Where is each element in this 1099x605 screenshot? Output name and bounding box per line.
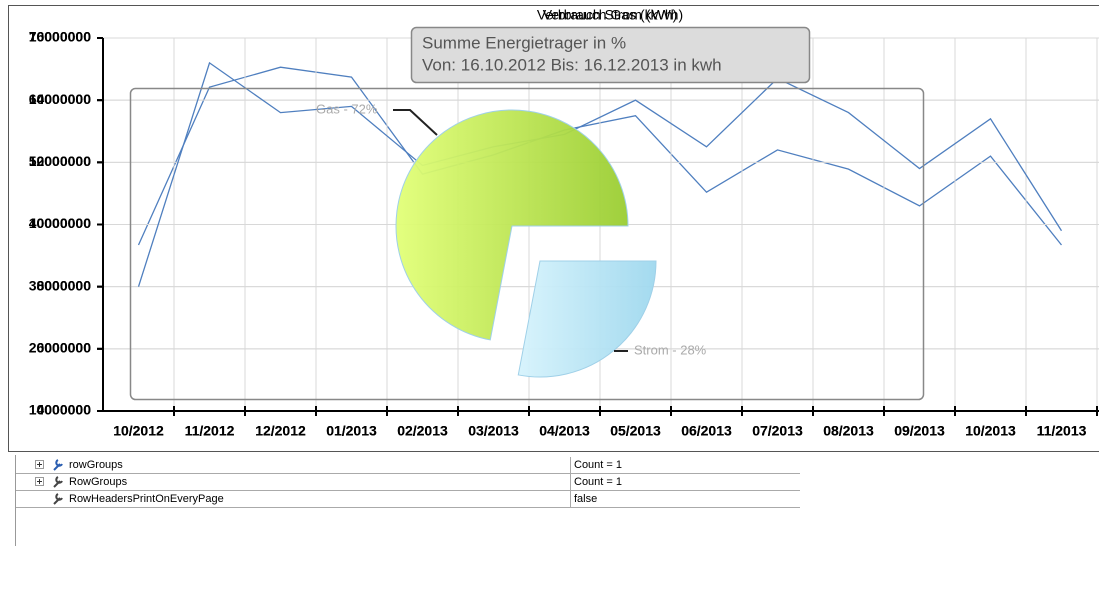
property-name: rowGroups	[69, 459, 123, 471]
y-tick-label: 8000000	[36, 277, 91, 293]
x-tick-label: 10/2012	[113, 423, 164, 439]
x-tick-label: 01/2013	[326, 423, 377, 439]
x-tick-label: 06/2013	[681, 423, 732, 439]
pie-title: Von: 16.10.2012 Bis: 16.12.2013 in kwh	[422, 55, 722, 74]
x-tick-label: 07/2013	[752, 423, 803, 439]
property-grid: rowGroups Count = 1 RowGroups Count = 1 RowH…	[16, 455, 801, 546]
x-tick-label: 12/2012	[255, 423, 306, 439]
property-value: Count = 1	[574, 459, 622, 471]
property-name: RowHeadersPrintOnEveryPage	[69, 493, 224, 505]
property-icon	[54, 494, 62, 504]
x-tick-label: 09/2013	[894, 423, 945, 439]
x-tick-label: 04/2013	[539, 423, 590, 439]
property-icon	[54, 477, 62, 487]
x-tick-label: 10/2013	[965, 423, 1016, 439]
y-tick-label: 12000000	[29, 153, 92, 169]
y-tick-label: 14000000	[29, 91, 92, 107]
x-tick-label: 05/2013	[610, 423, 661, 439]
x-tick-label: 03/2013	[468, 423, 519, 439]
pie-title: Summe Energietrager in %	[422, 33, 626, 52]
x-tick-label: 11/2013	[1037, 423, 1087, 439]
property-name: RowGroups	[69, 476, 128, 488]
x-tick-label: 02/2013	[397, 423, 448, 439]
x-tick-label: 08/2013	[823, 423, 874, 439]
property-value: Count = 1	[574, 476, 622, 488]
chart-title: Verbrauch Strom (kWh)	[537, 7, 683, 23]
property-icon	[54, 460, 62, 470]
pie-label: Gas - 72%	[316, 101, 378, 116]
y-tick-label: 10000000	[29, 215, 92, 231]
y-tick-label: 4000000	[36, 402, 91, 418]
property-value: false	[574, 493, 597, 505]
y-tick-label: 16000000	[29, 29, 92, 45]
x-tick-label: 11/2012	[185, 423, 235, 439]
pie-label: Strom - 28%	[634, 342, 707, 357]
y-tick-label: 6000000	[36, 340, 91, 356]
